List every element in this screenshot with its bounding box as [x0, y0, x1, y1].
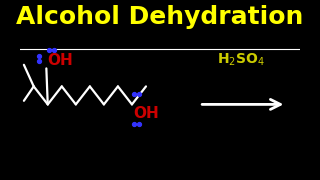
Text: OH: OH	[133, 106, 159, 121]
Text: H$_2$SO$_4$: H$_2$SO$_4$	[218, 52, 265, 68]
Text: Alcohol Dehydration: Alcohol Dehydration	[16, 5, 304, 29]
Text: OH: OH	[48, 53, 74, 68]
